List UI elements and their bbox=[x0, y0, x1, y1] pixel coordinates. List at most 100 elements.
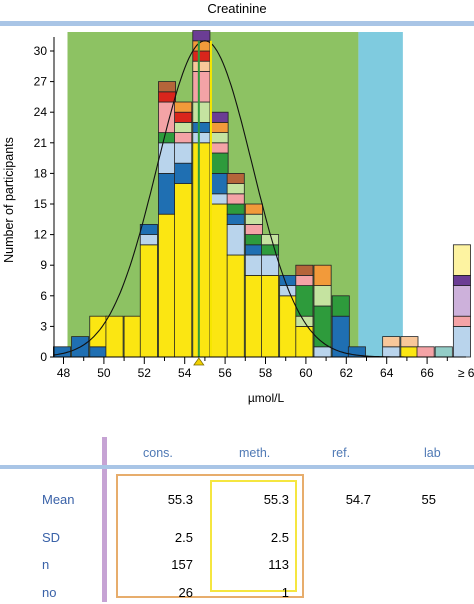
bar-segment-lightblue bbox=[174, 142, 193, 164]
mean-marker-icon bbox=[193, 357, 205, 366]
bar-segment-orange bbox=[313, 264, 332, 287]
histogram-bar bbox=[210, 111, 229, 358]
bar-segment-yellow bbox=[105, 315, 124, 358]
header-lab: lab bbox=[424, 446, 441, 460]
bar-segment-orange bbox=[192, 40, 211, 52]
bar-segment-purple bbox=[452, 274, 471, 286]
bar-segment-pink bbox=[452, 315, 471, 327]
header-meth: meth. bbox=[239, 446, 271, 460]
bar-segment-yellow bbox=[192, 142, 211, 358]
histogram-bar bbox=[139, 223, 158, 358]
histogram-bar bbox=[279, 274, 298, 358]
bar-segment-lightblue bbox=[313, 346, 332, 358]
bar-segment-blue bbox=[158, 172, 177, 215]
bar-segment-blue bbox=[279, 274, 298, 286]
histogram-bar bbox=[174, 101, 193, 358]
bar-segment-blue bbox=[139, 223, 158, 235]
x-tick-label: ≥ 68 bbox=[458, 366, 474, 380]
table-vertical-divider bbox=[102, 437, 107, 602]
row-label-no: no bbox=[42, 585, 57, 600]
bar-segment-yellow bbox=[174, 183, 193, 358]
header-cons: cons. bbox=[143, 446, 173, 460]
x-axis-label: µmol/L bbox=[248, 391, 285, 405]
x-tick-label: 62 bbox=[340, 366, 354, 380]
histogram-bar bbox=[331, 295, 350, 358]
bar-segment-lightblue bbox=[158, 142, 177, 174]
n-cons: 157 bbox=[171, 557, 193, 572]
bar-segment-peach bbox=[400, 336, 419, 348]
bar-segment-brown bbox=[158, 81, 177, 93]
histogram-bar bbox=[158, 81, 177, 358]
bar-segment-lightgreen bbox=[261, 234, 280, 246]
y-tick-label: 15 bbox=[34, 197, 48, 211]
creatinine-histogram: 0 3 6 9 12 15 18 21 24 27 30 48 50 52 54 56 58 60 62 64 66 ≥ … bbox=[2, 30, 474, 405]
mean-meth: 55.3 bbox=[263, 492, 289, 507]
y-axis-label: Number of participants bbox=[2, 137, 16, 263]
bar-segment-teal bbox=[434, 346, 453, 358]
x-tick-label: 64 bbox=[380, 366, 394, 380]
histogram-bar bbox=[313, 264, 332, 358]
x-tick-label: 60 bbox=[299, 366, 313, 380]
no-meth: 1 bbox=[281, 585, 289, 600]
bar-segment-lightblue bbox=[244, 254, 263, 276]
bar-segment-yellow bbox=[226, 254, 245, 358]
bar-segment-yellow bbox=[123, 315, 142, 358]
x-tick-label: 56 bbox=[218, 366, 232, 380]
y-tick-label: 3 bbox=[40, 319, 47, 333]
bar-segment-orange bbox=[210, 122, 229, 134]
bar-segment-blue bbox=[210, 172, 229, 195]
n-meth: 113 bbox=[268, 557, 289, 572]
histogram-bar bbox=[123, 315, 142, 358]
bar-segment-lightblue bbox=[452, 325, 471, 358]
x-tick-label: 54 bbox=[178, 366, 192, 380]
bar-segment-purple bbox=[210, 111, 229, 123]
bar-segment-lavender bbox=[452, 285, 471, 317]
bar-segment-pink bbox=[295, 274, 314, 286]
bar-segment-blue bbox=[331, 315, 350, 358]
bar-segment-lightgreen bbox=[226, 183, 245, 195]
mean-lab: 55 bbox=[421, 492, 436, 507]
acceptance-range-blue bbox=[358, 32, 403, 357]
bar-segment-orange bbox=[244, 203, 263, 215]
bar-segment-green bbox=[210, 152, 229, 174]
bar-segment-pink bbox=[210, 142, 229, 154]
bar-segment-blue bbox=[174, 162, 193, 184]
y-tick-label: 27 bbox=[34, 75, 48, 89]
y-tick-label: 24 bbox=[34, 105, 48, 119]
bar-segment-pink bbox=[226, 193, 245, 205]
y-tick-label: 30 bbox=[34, 44, 48, 58]
consensus-box bbox=[116, 474, 304, 598]
bar-segment-yellow bbox=[210, 203, 229, 358]
bar-segment-purple bbox=[192, 30, 211, 42]
histogram-bar bbox=[416, 346, 435, 358]
bar-segment-yellow bbox=[158, 213, 177, 358]
bar-segment-yellow bbox=[261, 274, 280, 358]
x-tick-label: 48 bbox=[57, 366, 71, 380]
y-tick-label: 18 bbox=[34, 166, 48, 180]
bar-segment-peach bbox=[382, 336, 401, 348]
bar-segment-pink bbox=[416, 346, 435, 358]
bar-segment-green bbox=[313, 305, 332, 348]
method-box bbox=[210, 480, 297, 592]
bar-segment-blue bbox=[89, 346, 108, 358]
histogram-bar bbox=[400, 336, 419, 358]
bar-segment-red bbox=[174, 111, 193, 123]
bar-segment-lightgreen bbox=[313, 285, 332, 307]
no-cons: 26 bbox=[178, 585, 193, 600]
bar-segment-pink bbox=[174, 132, 193, 144]
x-tick-label: 58 bbox=[259, 366, 273, 380]
bar-segment-brown bbox=[226, 172, 245, 184]
bar-segment-green bbox=[331, 295, 350, 317]
title-band bbox=[0, 21, 474, 26]
bar-segment-blue bbox=[226, 213, 245, 225]
table-header-divider bbox=[0, 465, 474, 469]
bar-segment-lightgreen bbox=[192, 101, 211, 123]
x-tick-label: 50 bbox=[97, 366, 111, 380]
bar-segment-lightblue bbox=[210, 193, 229, 205]
row-label-n: n bbox=[42, 557, 50, 572]
histogram-bar bbox=[244, 203, 263, 358]
sd-cons: 2.5 bbox=[174, 530, 193, 545]
histogram-bar bbox=[89, 315, 108, 358]
y-tick-label: 12 bbox=[34, 228, 48, 242]
bar-segment-lightblue bbox=[226, 223, 245, 256]
